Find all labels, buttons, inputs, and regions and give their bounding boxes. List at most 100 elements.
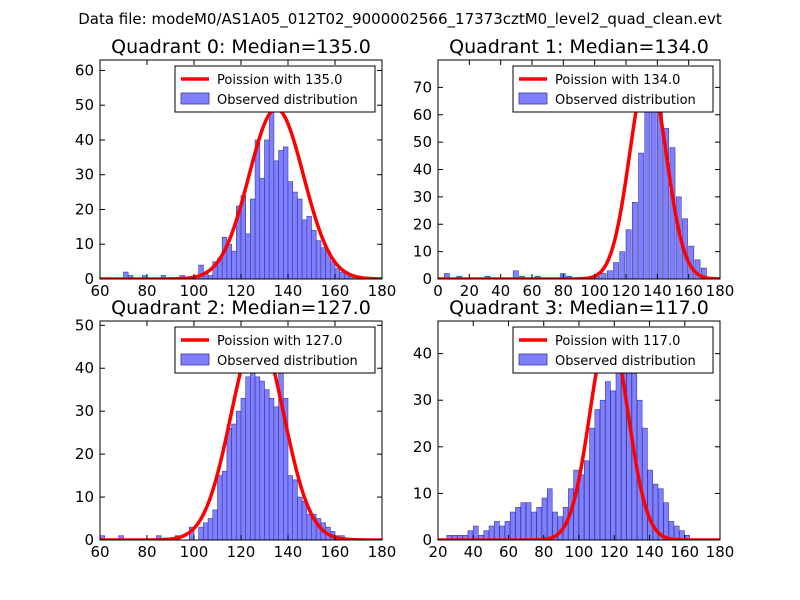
histogram-bar — [472, 525, 479, 540]
histogram-bar — [217, 475, 223, 540]
histogram-bar — [594, 409, 601, 540]
histogram-bar — [494, 521, 500, 540]
histogram-bar — [297, 496, 303, 540]
histogram-bar — [613, 262, 619, 279]
histogram-bar — [315, 240, 322, 279]
x-tick-label: 180 — [368, 543, 397, 561]
legend: Poission with 135.0 Observed distribution — [174, 65, 376, 113]
legend-bar-swatch — [518, 353, 548, 366]
histogram-bar — [619, 251, 626, 279]
legend-bar-swatch — [180, 353, 210, 366]
histogram-bar — [600, 273, 607, 279]
x-tick-label: 180 — [368, 282, 397, 300]
subplot-title: Quadrant 2: Median=127.0 — [111, 297, 371, 319]
subplot-title: Quadrant 0: Median=135.0 — [111, 36, 371, 58]
histogram-bar — [301, 501, 308, 540]
x-tick-label: 80 — [554, 282, 573, 300]
histogram-bar — [282, 146, 289, 279]
x-tick-label: 140 — [643, 282, 672, 300]
histogram-bar — [254, 139, 261, 279]
y-tick-label: 30 — [413, 391, 432, 409]
x-tick-label: 180 — [706, 282, 735, 300]
y-tick-label: 0 — [84, 531, 94, 549]
y-tick-label: 40 — [413, 161, 432, 179]
x-tick-label: 0 — [433, 282, 443, 300]
plot-area — [438, 69, 720, 279]
histogram-bar — [273, 160, 279, 279]
subplot-title: Quadrant 1: Median=134.0 — [449, 36, 709, 58]
histogram-bar — [525, 502, 532, 540]
histogram-bar — [329, 261, 336, 279]
x-tick-label: 160 — [674, 282, 703, 300]
histogram-bar — [273, 406, 279, 540]
x-tick-label: 80 — [137, 543, 156, 561]
legend: Poission with 127.0 Observed distribution — [174, 326, 376, 374]
histogram-bar — [546, 488, 553, 540]
histogram-bar — [658, 488, 664, 540]
histogram-bar — [499, 525, 505, 540]
histogram-bar — [509, 511, 516, 540]
histogram-bar — [673, 525, 680, 540]
histogram-bar — [457, 535, 463, 540]
y-tick-label: 50 — [75, 96, 94, 114]
histogram-bar — [259, 177, 265, 279]
histogram-bar — [536, 507, 542, 540]
legend: Poission with 117.0 Observed distribution — [512, 326, 714, 374]
histogram-bar — [245, 233, 251, 279]
x-tick-label: 20 — [428, 543, 447, 561]
histogram-bar — [287, 181, 293, 279]
x-tick-label: 180 — [706, 543, 735, 561]
x-tick-label: 60 — [499, 543, 518, 561]
legend-bar-swatch — [180, 92, 210, 105]
subplot-title: Quadrant 3: Median=117.0 — [449, 297, 709, 319]
plot-area — [438, 328, 720, 540]
legend-label-poisson: Poission with 117.0 — [555, 334, 680, 349]
x-tick-label: 160 — [321, 282, 350, 300]
histogram-bar — [231, 250, 237, 279]
histogram-bar — [245, 376, 251, 540]
histogram-bar — [589, 427, 595, 540]
histogram-bar — [226, 428, 232, 540]
histogram-bar — [541, 497, 548, 540]
y-tick-label: 0 — [84, 270, 94, 288]
histogram-bar — [610, 390, 616, 540]
subplot-quadrant-3: 20 40 60 80 100 120 140 160 180 0 10 20 30 40 Quadrant… — [413, 297, 734, 561]
histogram-bar — [488, 525, 495, 540]
y-tick-label: 30 — [75, 166, 94, 184]
x-tick-label: 160 — [670, 543, 699, 561]
poisson-curve — [100, 106, 382, 279]
histogram-bar — [287, 475, 293, 540]
x-tick-label: 140 — [635, 543, 664, 561]
legend-label-observed: Observed distribution — [217, 354, 358, 369]
y-tick-label: 0 — [422, 531, 432, 549]
histogram-bar — [212, 509, 218, 540]
y-tick-label: 60 — [75, 61, 94, 79]
histogram-bar — [462, 535, 468, 540]
y-tick-label: 10 — [75, 488, 94, 506]
y-tick-label: 10 — [413, 243, 432, 261]
histogram-bar — [221, 470, 228, 540]
histogram-bar — [203, 522, 209, 540]
y-tick-label: 20 — [413, 438, 432, 456]
y-tick-label: 50 — [75, 316, 94, 334]
x-tick-label: 120 — [227, 282, 256, 300]
x-tick-label: 40 — [491, 282, 510, 300]
histogram-bar — [297, 198, 303, 279]
histogram-bar — [264, 389, 270, 540]
y-tick-label: 40 — [75, 359, 94, 377]
histogram-bar — [578, 474, 585, 540]
histogram-bar — [320, 247, 326, 279]
x-tick-label: 120 — [227, 543, 256, 561]
histogram-bar — [625, 229, 632, 279]
histogram-bar — [446, 535, 453, 540]
x-tick-label: 80 — [137, 282, 156, 300]
y-tick-label: 20 — [75, 200, 94, 218]
y-tick-label: 10 — [75, 235, 94, 253]
histogram-bar — [207, 518, 214, 540]
figure-title: Data file: modeM0/AS1A05_012T02_90000025… — [78, 10, 722, 29]
y-tick-label: 60 — [413, 106, 432, 124]
x-tick-label: 120 — [600, 543, 629, 561]
y-tick-label: 40 — [75, 131, 94, 149]
histogram-bar — [652, 483, 659, 540]
histogram-bar — [207, 275, 214, 279]
